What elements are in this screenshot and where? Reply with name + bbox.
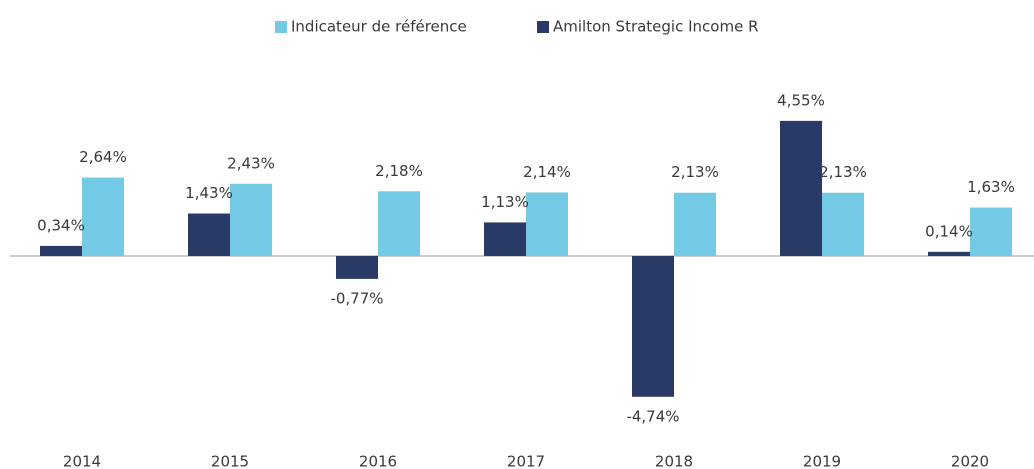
x-tick-label: 2014	[63, 453, 101, 469]
bar	[526, 192, 568, 256]
data-label: 2,13%	[671, 163, 719, 181]
bar	[970, 207, 1012, 256]
bar	[484, 222, 526, 256]
data-label: 0,34%	[37, 216, 85, 234]
bar	[378, 191, 420, 256]
data-label: 2,14%	[523, 163, 571, 181]
x-tick-label: 2019	[803, 453, 841, 469]
bar	[82, 177, 124, 256]
data-label: 4,55%	[777, 91, 825, 109]
data-label: 2,18%	[375, 162, 423, 180]
data-label: 2,13%	[819, 163, 867, 181]
data-label: 1,43%	[185, 184, 233, 202]
data-label: -0,77%	[330, 289, 383, 307]
bar	[822, 192, 864, 256]
legend-swatch	[537, 21, 549, 33]
bar	[40, 245, 82, 256]
legend-label: Amilton Strategic Income R	[553, 18, 759, 36]
bar	[188, 213, 230, 256]
bar	[928, 251, 970, 256]
data-label: 0,14%	[925, 222, 973, 240]
x-tick-label: 2016	[359, 453, 397, 469]
legend-label: Indicateur de référence	[291, 18, 467, 36]
data-label: -4,74%	[626, 407, 679, 425]
x-tick-label: 2020	[951, 453, 989, 469]
data-label: 1,63%	[967, 178, 1015, 196]
bar	[632, 256, 674, 397]
data-label: 2,64%	[79, 148, 127, 166]
x-tick-label: 2018	[655, 453, 693, 469]
bar	[674, 192, 716, 256]
x-tick-label: 2017	[507, 453, 545, 469]
data-label: 2,43%	[227, 154, 275, 172]
bar	[780, 120, 822, 257]
x-tick-label: 2015	[211, 453, 249, 469]
bar	[336, 256, 378, 279]
bar	[230, 183, 272, 256]
legend-swatch	[275, 21, 287, 33]
data-label: 1,13%	[481, 193, 529, 211]
